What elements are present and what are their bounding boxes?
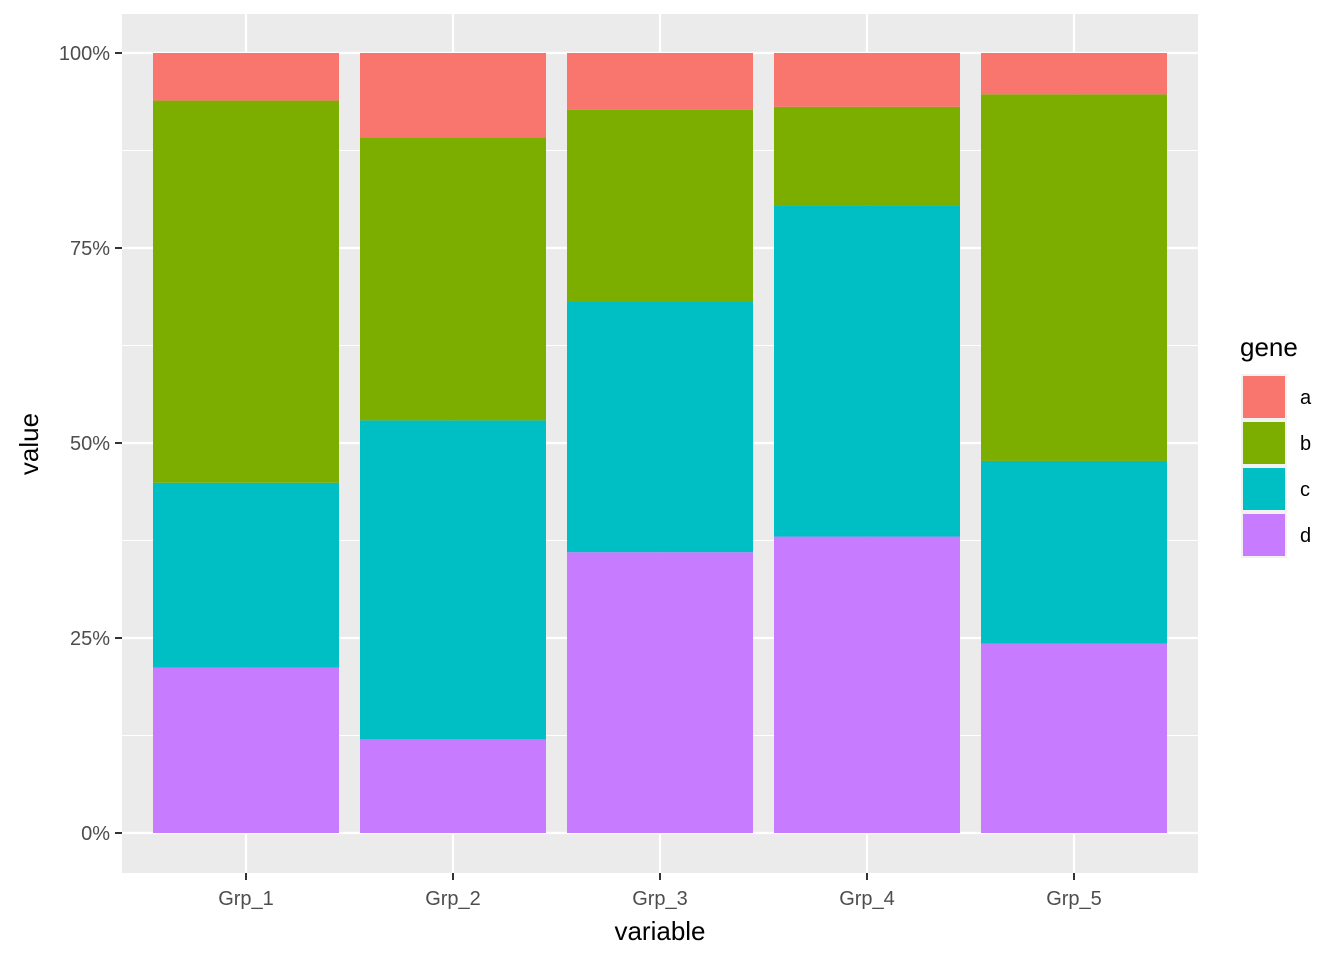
legend-swatch-c	[1243, 468, 1285, 510]
bar-segment-d-grp-5	[981, 643, 1167, 833]
bar-segment-a-grp-5	[981, 53, 1167, 95]
bar-segment-c-grp-1	[153, 482, 339, 668]
bar-segment-c-grp-3	[567, 301, 753, 553]
bar-segment-b-grp-5	[981, 94, 1167, 461]
x-axis-ticks: Grp_1 Grp_2 Grp_3 Grp_4 Grp_5	[218, 873, 1102, 910]
x-tick-label: Grp_4	[839, 888, 895, 910]
bar-segment-d-grp-4	[774, 536, 960, 833]
bar-segment-a-grp-2	[360, 53, 546, 138]
bar-segment-d-grp-3	[567, 552, 753, 833]
bar-segment-a-grp-1	[153, 53, 339, 101]
bars	[153, 53, 1167, 833]
legend-swatch-b	[1243, 422, 1285, 464]
legend-label-c: c	[1300, 479, 1310, 501]
bar-segment-b-grp-4	[774, 106, 960, 206]
y-axis-ticks: 0% 25% 50% 75% 100%	[59, 43, 122, 845]
bar-segment-c-grp-2	[360, 420, 546, 740]
legend-swatch-d	[1243, 514, 1285, 556]
bar-segment-b-grp-2	[360, 137, 546, 421]
x-tick-label: Grp_2	[425, 888, 481, 910]
x-axis-title: variable	[614, 916, 705, 946]
legend-label-d: d	[1300, 525, 1311, 547]
legend: gene a b c d	[1240, 332, 1312, 558]
bar-segment-d-grp-2	[360, 739, 546, 833]
legend-title: gene	[1240, 332, 1298, 362]
legend-swatch-a	[1243, 376, 1285, 418]
bar-segment-c-grp-4	[774, 205, 960, 537]
legend-label-a: a	[1300, 387, 1312, 409]
bar-segment-c-grp-5	[981, 460, 1167, 644]
y-tick-label: 100%	[59, 43, 110, 65]
y-tick-label: 75%	[70, 238, 110, 260]
legend-label-b: b	[1300, 433, 1311, 455]
bar-segment-d-grp-1	[153, 667, 339, 833]
bar-segment-b-grp-1	[153, 100, 339, 483]
bar-segment-a-grp-3	[567, 53, 753, 110]
y-tick-label: 50%	[70, 433, 110, 455]
y-tick-label: 0%	[81, 823, 110, 845]
y-tick-label: 25%	[70, 628, 110, 650]
y-axis-title: value	[14, 413, 44, 475]
bar-segment-b-grp-3	[567, 109, 753, 302]
x-tick-label: Grp_1	[218, 888, 274, 910]
x-tick-label: Grp_5	[1046, 888, 1102, 910]
bar-segment-a-grp-4	[774, 53, 960, 107]
x-tick-label: Grp_3	[632, 888, 688, 910]
